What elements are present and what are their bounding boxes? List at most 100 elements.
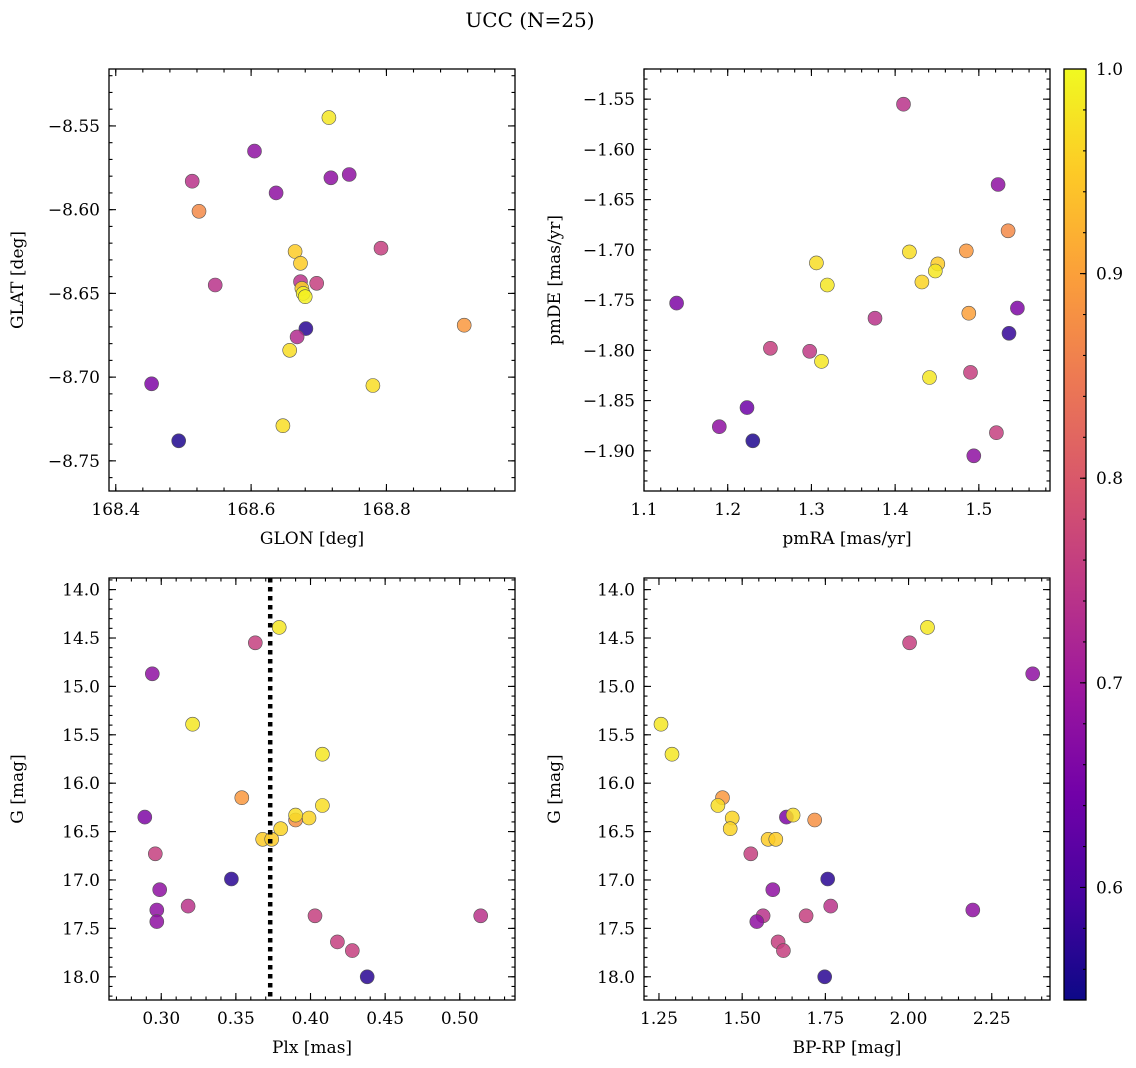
- y-tick-label: 17.0: [597, 871, 635, 891]
- scatter-point: [914, 274, 930, 290]
- scatter-points: [137, 620, 489, 985]
- scatter-point: [807, 812, 823, 828]
- x-tick-label: 1.1: [630, 500, 657, 520]
- y-tick-label: 17.0: [62, 871, 100, 891]
- scatter-point: [745, 433, 761, 449]
- y-tick-label: −8.60: [48, 201, 100, 221]
- colorbar-tick-label: 0.7: [1096, 674, 1123, 694]
- scatter-point: [275, 418, 291, 434]
- scatter-point: [1001, 325, 1017, 341]
- scatter-point: [152, 882, 167, 898]
- y-tick-label: −1.60: [583, 140, 635, 160]
- scatter-point: [171, 433, 186, 449]
- scatter-point: [922, 370, 937, 385]
- scatter-point: [1010, 300, 1025, 316]
- y-tick-label: 18.0: [597, 968, 635, 988]
- scatter-point: [207, 277, 223, 293]
- scatter-point: [963, 365, 978, 380]
- y-tick-label: 15.5: [62, 726, 100, 746]
- scatter-point: [224, 871, 239, 887]
- x-tick-label: 0.35: [217, 1009, 255, 1029]
- x-axis-label: BP-RP [mag]: [793, 1038, 902, 1058]
- y-tick-label: 17.5: [62, 919, 100, 939]
- scatter-point: [456, 317, 472, 333]
- y-tick-label: −1.75: [583, 291, 635, 311]
- colorbar-tick-label: 0.8: [1096, 469, 1123, 489]
- scatter-point: [307, 908, 323, 924]
- scatter-point: [323, 170, 339, 186]
- scatter-point: [664, 746, 680, 762]
- x-tick-label: 1.75: [806, 1009, 844, 1029]
- scatter-point: [297, 289, 313, 305]
- scatter-points: [653, 620, 1040, 985]
- scatter-point: [711, 419, 727, 435]
- bprp-g-panel: 1.25 1.50 1.75 2.00 2.25 14.0 14.5 15.0 15.5 16.0…: [545, 577, 1051, 1058]
- x-tick-label: 1.5: [965, 500, 992, 520]
- scatter-point: [798, 908, 814, 924]
- scatter-point: [359, 969, 375, 985]
- x-tick-label: 0.45: [366, 1009, 404, 1029]
- axes-frame: [643, 577, 1051, 1001]
- scatter-point: [785, 807, 801, 823]
- x-tick-label: 1.50: [723, 1009, 761, 1029]
- scatter-point: [669, 295, 684, 311]
- y-tick-label: 16.5: [62, 823, 100, 843]
- scatter-point: [268, 185, 284, 201]
- x-axis-label: pmRA [mas/yr]: [782, 529, 911, 549]
- scatter-point: [180, 898, 196, 914]
- y-tick-label: −1.55: [583, 90, 635, 110]
- axes-frame: [108, 68, 516, 492]
- scatter-point: [966, 448, 982, 464]
- scatter-point: [965, 902, 981, 918]
- x-tick-label: 1.4: [882, 500, 909, 520]
- y-tick-label: 16.5: [597, 823, 635, 843]
- y-tick-label: 14.5: [62, 629, 100, 649]
- scatter-point: [137, 809, 153, 825]
- y-tick-label: −8.65: [48, 284, 100, 304]
- scatter-point: [288, 807, 303, 823]
- scatter-point: [743, 846, 759, 862]
- y-tick-label: −8.55: [48, 117, 100, 137]
- scatter-point: [309, 275, 325, 291]
- y-tick-label: 18.0: [62, 968, 100, 988]
- scatter-point: [765, 882, 781, 898]
- y-tick-label: −1.90: [583, 442, 635, 462]
- scatter-point: [321, 110, 337, 125]
- scatter-point: [145, 666, 160, 682]
- scatter-point: [273, 821, 289, 837]
- scatter-point: [1025, 666, 1040, 682]
- scatter-point: [271, 620, 287, 635]
- colorbar: 0.6 0.7 0.8 0.9 1.0: [1063, 60, 1123, 1001]
- scatter-point: [722, 821, 738, 837]
- y-tick-label: 16.0: [597, 774, 635, 794]
- colorbar-tick-label: 1.0: [1096, 60, 1123, 80]
- scatter-point: [315, 798, 330, 813]
- scatter-point: [144, 376, 159, 392]
- scatter-point: [191, 204, 207, 219]
- y-tick-label: 16.0: [62, 774, 100, 794]
- y-tick-label: −8.75: [48, 452, 100, 472]
- scatter-point: [184, 173, 200, 189]
- scatter-point: [867, 310, 883, 326]
- scatter-point: [817, 969, 833, 985]
- scatter-point: [473, 908, 489, 924]
- scatter-point: [293, 255, 308, 271]
- x-axis-label: GLON [deg]: [260, 529, 364, 549]
- glon-glat-panel: 168.4 168.6 168.8 −8.55 −8.60 −8.65 −8.70 −8.75…: [8, 68, 516, 549]
- scatter-point: [776, 943, 791, 958]
- colorbar-gradient: [1064, 69, 1086, 1000]
- scatter-point: [710, 798, 726, 813]
- scatter-point: [989, 425, 1004, 441]
- y-axis-label: G [mag]: [545, 754, 565, 823]
- y-tick-label: −1.65: [583, 191, 635, 211]
- scatter-point: [902, 635, 917, 651]
- x-tick-label: 0.50: [441, 1009, 479, 1029]
- scatter-point: [234, 790, 250, 806]
- scatter-points: [669, 96, 1025, 464]
- axes-frame: [108, 577, 516, 1001]
- y-tick-label: −1.80: [583, 341, 635, 361]
- y-tick-label: 14.0: [62, 581, 100, 601]
- y-axis-label: G [mag]: [8, 754, 28, 823]
- x-tick-label: 1.2: [714, 500, 741, 520]
